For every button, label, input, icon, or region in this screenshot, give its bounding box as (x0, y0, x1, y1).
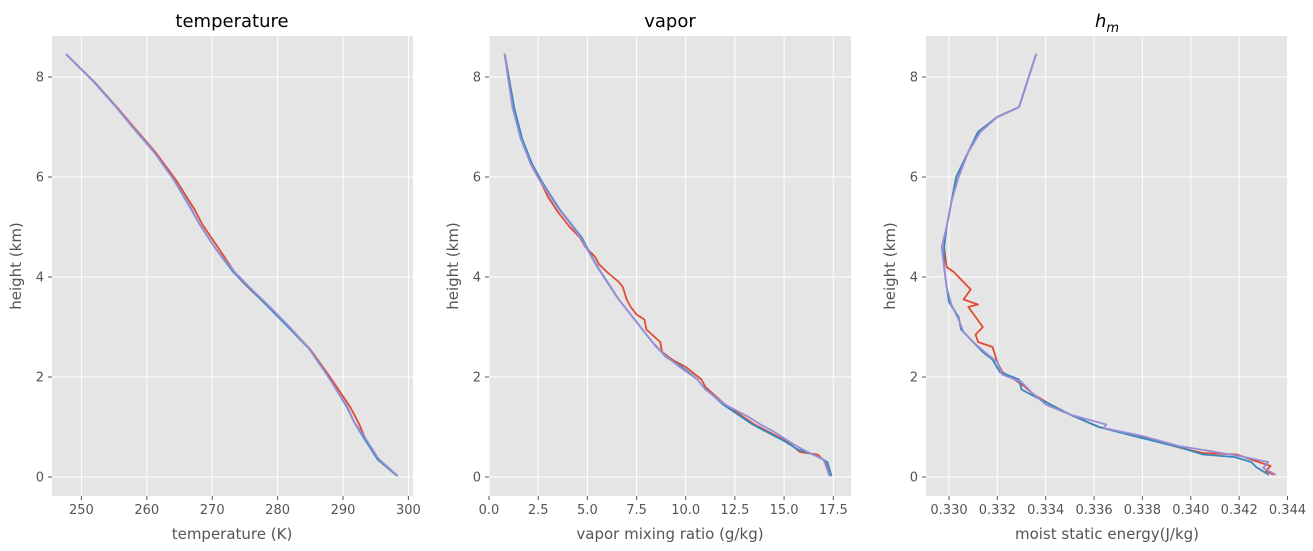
x-axis-label: vapor mixing ratio (g/kg) (576, 525, 763, 543)
grid (488, 36, 851, 496)
x-tick-label: 17.5 (819, 503, 848, 518)
x-tick-label: 0.336 (1075, 503, 1112, 518)
x-tick-label: 0.332 (979, 503, 1016, 518)
x-tick-label: 270 (200, 503, 225, 518)
y-axis-label: height (km) (444, 222, 462, 310)
y-tick-label: 4 (910, 271, 918, 286)
x-tick-label: 260 (134, 503, 159, 518)
x-tick-label: 0.342 (1221, 503, 1258, 518)
x-tick-label: 280 (265, 503, 290, 518)
y-tick-label: 2 (473, 371, 481, 386)
y-tick-label: 8 (36, 71, 44, 86)
y-tick-label: 0 (910, 471, 918, 486)
y-tick-label: 2 (36, 371, 44, 386)
series-line-3 (940, 53, 1277, 476)
x-tick-label: 5.0 (577, 503, 598, 518)
plot-area (52, 36, 413, 496)
series-line-3 (503, 53, 831, 477)
series-lines (65, 53, 399, 477)
y-tick-label: 4 (473, 271, 481, 286)
grid (52, 36, 413, 496)
vapor-panel: 0.0 2.5 5.0 7.5 10.0 12.5 15.0 17.5 0 2 4 6 8 vapor … (444, 11, 851, 543)
x-tick-label: 300 (396, 503, 421, 518)
x-axis-label: temperature (K) (172, 525, 293, 543)
x-tick-label: 7.5 (626, 503, 647, 518)
grid (926, 36, 1288, 496)
y-tick-label: 6 (910, 171, 918, 186)
plot-area (489, 36, 851, 496)
axis-ticks: 250 260 270 280 290 300 0 2 4 6 8 (36, 71, 421, 519)
y-tick-label: 0 (473, 471, 481, 486)
y-tick-label: 6 (473, 171, 481, 186)
x-tick-label: 0.0 (479, 503, 500, 518)
series-lines (503, 53, 833, 477)
panel-title: temperature (175, 11, 288, 32)
axis-ticks: 0.0 2.5 5.0 7.5 10.0 12.5 15.0 17.5 0 2 4 6 8 (473, 71, 848, 519)
temperature-panel: 250 260 270 280 290 300 0 2 4 6 8 temperature temp… (7, 11, 421, 543)
x-axis-label: moist static energy(J/kg) (1015, 525, 1199, 543)
x-tick-label: 12.5 (720, 503, 749, 518)
moist-static-energy-panel: 0.330 0.332 0.334 0.336 0.338 0.340 0.342 0.344… (881, 11, 1306, 543)
y-tick-label: 8 (910, 71, 918, 86)
x-tick-label: 0.344 (1269, 503, 1306, 518)
y-tick-label: 4 (36, 271, 44, 286)
axis-ticks: 0.330 0.332 0.334 0.336 0.338 0.340 0.342 0.344… (910, 71, 1306, 519)
y-axis-label: height (km) (7, 222, 25, 310)
x-tick-label: 0.340 (1172, 503, 1209, 518)
x-tick-label: 0.338 (1124, 503, 1161, 518)
y-tick-label: 2 (910, 371, 918, 386)
panel-title: hm (1095, 11, 1119, 36)
series-line-3 (65, 53, 399, 477)
x-tick-label: 2.5 (528, 503, 549, 518)
x-tick-label: 0.334 (1027, 503, 1064, 518)
y-tick-label: 8 (473, 71, 481, 86)
x-tick-label: 0.330 (930, 503, 967, 518)
x-tick-label: 290 (331, 503, 356, 518)
y-tick-label: 6 (36, 171, 44, 186)
y-axis-label: height (km) (881, 222, 899, 310)
series-lines (940, 53, 1277, 476)
plot-area (926, 36, 1288, 496)
x-tick-label: 15.0 (770, 503, 799, 518)
x-tick-label: 250 (69, 503, 94, 518)
x-tick-label: 10.0 (671, 503, 700, 518)
y-tick-label: 0 (36, 471, 44, 486)
panel-title: vapor (644, 11, 696, 32)
series-line-1 (503, 53, 831, 477)
